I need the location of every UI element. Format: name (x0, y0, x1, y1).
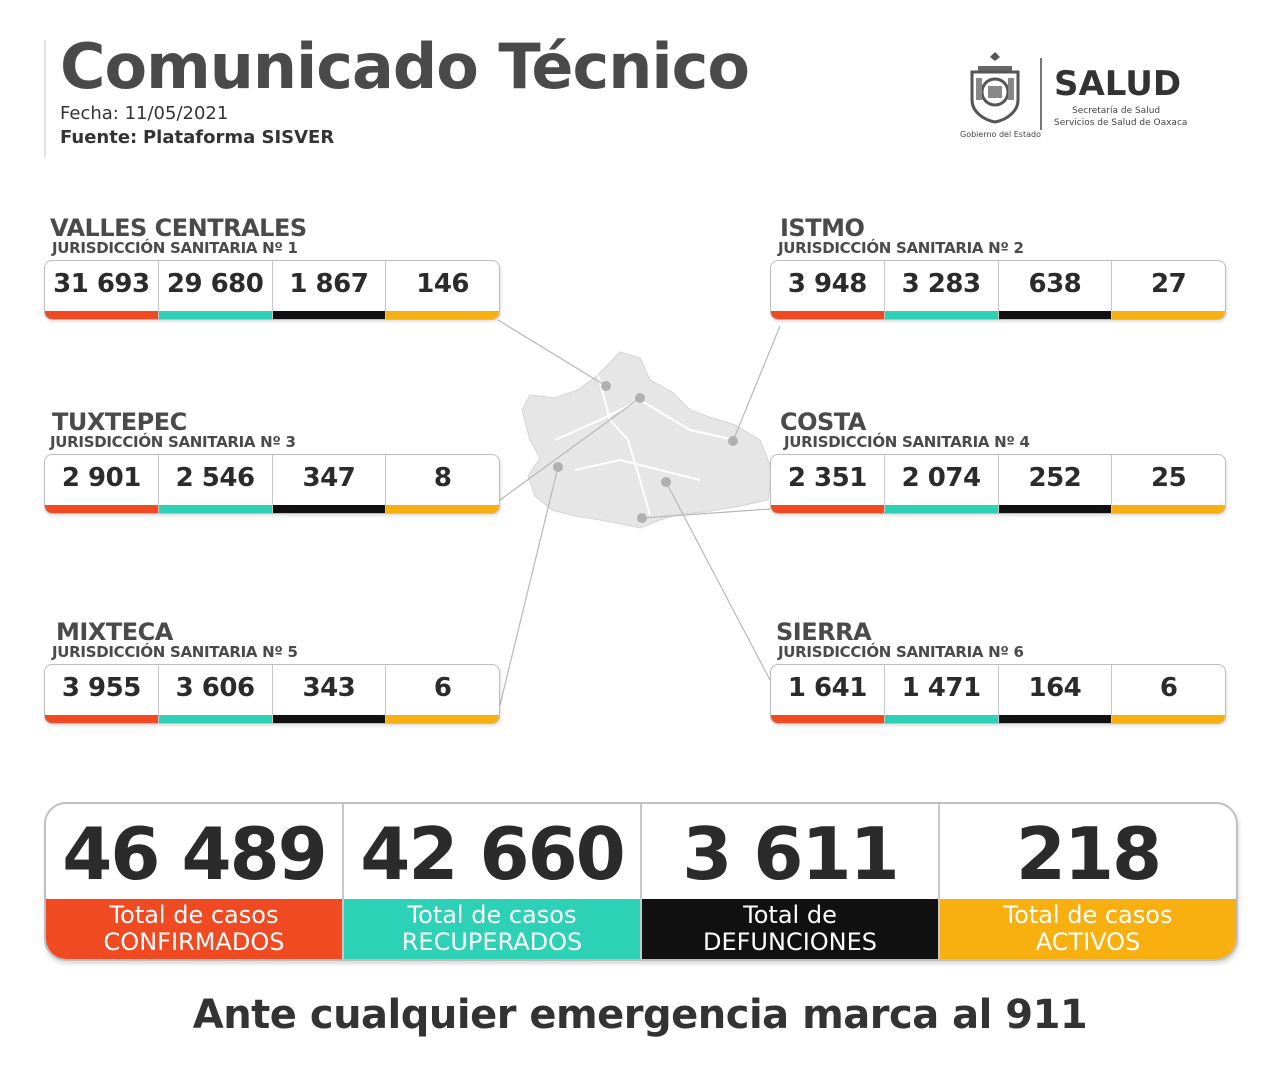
state-crest-icon (970, 52, 1020, 124)
marker-tuxtepec (635, 393, 645, 403)
stat-confirmados: 1 641 (771, 665, 885, 723)
gobierno-label: Gobierno del Estado (960, 130, 1041, 139)
stat-activos: 25 (1112, 455, 1225, 513)
stat-defunciones: 252 (998, 455, 1113, 513)
page-title: Comunicado Técnico (60, 30, 750, 103)
stat-recuperados: 2 546 (158, 455, 273, 513)
marker-istmo (728, 436, 738, 446)
stat-defunciones: 164 (998, 665, 1113, 723)
region-jurisdiction: JURISDICCIÓN SANITARIA Nº 3 (50, 433, 296, 451)
fuente-line: Fuente: Plataforma SISVER (60, 127, 334, 148)
total-value: 42 660 (360, 812, 626, 896)
total-defunciones: 3 611 Total de DEFUNCIONES (642, 804, 940, 959)
region-stats: 2 901 2 546 347 8 (44, 454, 500, 514)
total-label: Total de DEFUNCIONES (642, 899, 938, 959)
stat-recuperados: 1 471 (884, 665, 999, 723)
logo-divider (1040, 58, 1042, 130)
title-divider (44, 40, 46, 158)
secretaria-label: Secretaría de Salud (1072, 106, 1161, 116)
total-value: 46 489 (62, 812, 328, 896)
marker-valles (601, 381, 611, 391)
region-jurisdiction: JURISDICCIÓN SANITARIA Nº 5 (52, 643, 298, 661)
servicios-label: Servicios de Salud de Oaxaca (1054, 118, 1188, 128)
oaxaca-silhouette (521, 351, 773, 529)
region-stats: 1 641 1 471 164 6 (770, 664, 1226, 724)
marker-mixteca (553, 462, 563, 472)
region-stats: 3 948 3 283 638 27 (770, 260, 1226, 320)
stat-activos: 146 (386, 261, 499, 319)
total-label: Total de casos ACTIVOS (940, 899, 1236, 959)
region-stats: 2 351 2 074 252 25 (770, 454, 1226, 514)
total-label: Total de casos RECUPERADOS (344, 899, 640, 959)
region-name: ISTMO (780, 214, 865, 242)
stat-defunciones: 343 (272, 665, 387, 723)
region-istmo: ISTMO JURISDICCIÓN SANITARIA Nº 2 3 948 … (770, 216, 1226, 320)
region-jurisdiction: JURISDICCIÓN SANITARIA Nº 2 (778, 239, 1024, 257)
stat-recuperados: 3 606 (158, 665, 273, 723)
stat-confirmados: 3 955 (45, 665, 159, 723)
total-recuperados: 42 660 Total de casos RECUPERADOS (344, 804, 642, 959)
region-jurisdiction: JURISDICCIÓN SANITARIA Nº 1 (52, 239, 298, 257)
total-confirmados: 46 489 Total de casos CONFIRMADOS (46, 804, 344, 959)
totals-panel: 46 489 Total de casos CONFIRMADOS 42 660… (44, 802, 1238, 961)
region-stats: 3 955 3 606 343 6 (44, 664, 500, 724)
total-label: Total de casos CONFIRMADOS (46, 899, 342, 959)
marker-sierra (661, 477, 671, 487)
fuente-value: Plataforma SISVER (142, 127, 335, 148)
stat-defunciones: 347 (272, 455, 387, 513)
region-stats: 31 693 29 680 1 867 146 (44, 260, 500, 320)
stat-confirmados: 2 901 (45, 455, 159, 513)
salud-logo: Gobierno del Estado SALUD Secretaría de … (960, 50, 1187, 145)
marker-costa (637, 513, 647, 523)
region-name: TUXTEPEC (52, 408, 187, 436)
total-value: 3 611 (682, 812, 899, 896)
region-name: SIERRA (776, 618, 872, 646)
region-name: MIXTECA (56, 618, 173, 646)
region-jurisdiction: JURISDICCIÓN SANITARIA Nº 6 (778, 643, 1024, 661)
region-name: VALLES CENTRALES (50, 214, 307, 242)
salud-wordmark: SALUD (1054, 64, 1182, 104)
stat-activos: 6 (386, 665, 499, 723)
stat-activos: 27 (1112, 261, 1225, 319)
total-activos: 218 Total de casos ACTIVOS (940, 804, 1236, 959)
region-mixteca: MIXTECA JURISDICCIÓN SANITARIA Nº 5 3 95… (44, 620, 500, 724)
region-costa: COSTA JURISDICCIÓN SANITARIA Nº 4 2 351 … (770, 410, 1226, 514)
fuente-label: Fuente: (60, 127, 138, 148)
stat-confirmados: 31 693 (45, 261, 159, 319)
stat-recuperados: 29 680 (158, 261, 273, 319)
fecha-line: Fecha: 11/05/2021 (60, 103, 228, 124)
stat-activos: 6 (1112, 665, 1225, 723)
region-tuxtepec: TUXTEPEC JURISDICCIÓN SANITARIA Nº 3 2 9… (44, 410, 500, 514)
emergency-message: Ante cualquier emergencia marca al 911 (192, 992, 1088, 1038)
stat-defunciones: 1 867 (272, 261, 387, 319)
stat-confirmados: 3 948 (771, 261, 885, 319)
stat-defunciones: 638 (998, 261, 1113, 319)
stat-activos: 8 (386, 455, 499, 513)
region-sierra: SIERRA JURISDICCIÓN SANITARIA Nº 6 1 641… (770, 620, 1226, 724)
stat-confirmados: 2 351 (771, 455, 885, 513)
fecha-label: Fecha: (60, 103, 119, 124)
region-jurisdiction: JURISDICCIÓN SANITARIA Nº 4 (784, 433, 1030, 451)
stat-recuperados: 3 283 (884, 261, 999, 319)
total-value: 218 (1015, 812, 1162, 896)
region-name: COSTA (780, 408, 866, 436)
stat-recuperados: 2 074 (884, 455, 999, 513)
region-valles-centrales: VALLES CENTRALES JURISDICCIÓN SANITARIA … (44, 216, 500, 320)
fecha-value: 11/05/2021 (124, 103, 229, 124)
